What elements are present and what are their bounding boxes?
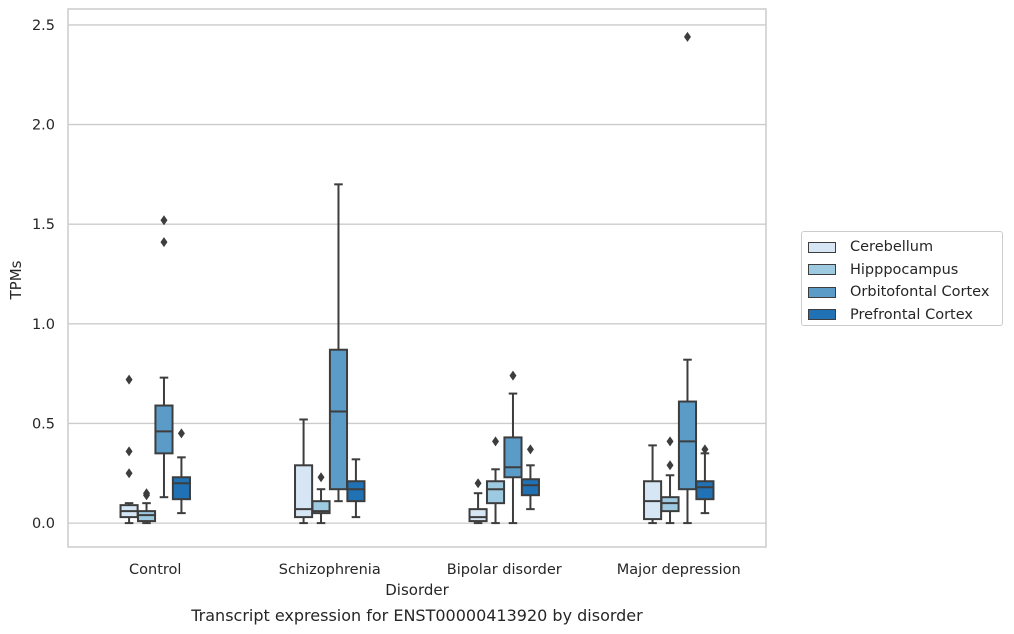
outlier-point [526, 444, 534, 455]
x-tick-label: Control [129, 562, 181, 578]
chart-caption: Transcript expression for ENST0000041392… [191, 606, 643, 625]
outlier-point [492, 436, 500, 447]
legend-swatch [808, 309, 836, 321]
x-axis-label: Disorder [385, 581, 449, 599]
box-orbitofontal-cortex [503, 370, 523, 525]
box-orbitofontal-cortex [154, 215, 174, 499]
iqr-box [171, 476, 191, 501]
iqr-box [468, 508, 488, 523]
y-tick-label: 2.0 [32, 118, 55, 134]
legend-label: Orbitofontal Cortex [850, 284, 990, 301]
outlier-point [317, 472, 325, 483]
box-hipppocampus [660, 436, 680, 525]
box-prefrontal-cortex [695, 444, 715, 515]
iqr-box [520, 478, 540, 497]
y-tick-labels: 0.0 0.5 1.0 1.5 2.0 2.5 [32, 18, 55, 532]
box-hipppocampus [311, 472, 331, 525]
y-tick-label: 0.5 [32, 416, 55, 432]
outlier-point [177, 428, 185, 439]
iqr-box [294, 464, 314, 519]
plot-frame [67, 8, 767, 548]
y-tick-label: 2.5 [32, 18, 55, 34]
outlier-point [683, 31, 691, 42]
box-orbitofontal-cortex [328, 183, 349, 503]
outlier-point [474, 478, 482, 489]
y-tick-label: 0.0 [32, 516, 55, 532]
legend-item: Orbitofontal Cortex [808, 281, 1002, 304]
x-tick-label: Bipolar disorder [447, 562, 562, 578]
iqr-box [346, 480, 366, 503]
box-prefrontal-cortex [171, 428, 191, 515]
legend-swatch [808, 264, 836, 276]
outlier-point [125, 374, 133, 385]
box-cerebellum [643, 444, 663, 525]
box-hipppocampus [485, 436, 506, 525]
outlier-point [666, 460, 674, 471]
outlier-point [143, 488, 151, 499]
outlier-point [160, 215, 168, 226]
iqr-box [485, 480, 506, 505]
outlier-point [160, 237, 168, 248]
outlier-point [125, 468, 133, 479]
box-series [119, 31, 715, 525]
legend-label: Cerebellum [850, 239, 934, 256]
outlier-point [509, 370, 517, 381]
iqr-box [695, 480, 715, 501]
y-tick-label: 1.5 [32, 217, 55, 233]
legend-label: Hipppocampus [850, 261, 959, 278]
iqr-box [503, 436, 523, 479]
box-prefrontal-cortex [346, 458, 366, 519]
legend-item: Cerebellum [808, 236, 1002, 259]
legend-label: Prefrontal Cortex [850, 306, 973, 323]
box-orbitofontal-cortex [677, 31, 698, 525]
iqr-box [677, 400, 698, 491]
box-prefrontal-cortex [520, 444, 540, 511]
iqr-box [328, 348, 349, 491]
outlier-point [666, 436, 674, 447]
legend-item: Hipppocampus [808, 259, 1002, 282]
outlier-point [125, 446, 133, 457]
x-tick-label: Major depression [617, 562, 741, 578]
box-cerebellum [468, 478, 488, 525]
x-tick-labels: Control Schizophrenia Bipolar disorder Majo… [129, 562, 741, 578]
legend-swatch [808, 241, 836, 253]
y-axis-label: TPMs [7, 260, 25, 300]
iqr-box [154, 404, 174, 455]
legend: Cerebellum Hipppocampus Orbitofontal Corte… [801, 231, 1003, 326]
box-hipppocampus [136, 488, 157, 525]
legend-item: Prefrontal Cortex [808, 304, 1002, 327]
outlier-point [701, 444, 709, 455]
box-cerebellum [294, 418, 314, 525]
box-cerebellum [119, 374, 139, 525]
iqr-box [311, 500, 331, 515]
x-tick-label: Schizophrenia [279, 562, 381, 578]
y-tick-label: 1.0 [32, 317, 55, 333]
legend-swatch [808, 286, 836, 298]
